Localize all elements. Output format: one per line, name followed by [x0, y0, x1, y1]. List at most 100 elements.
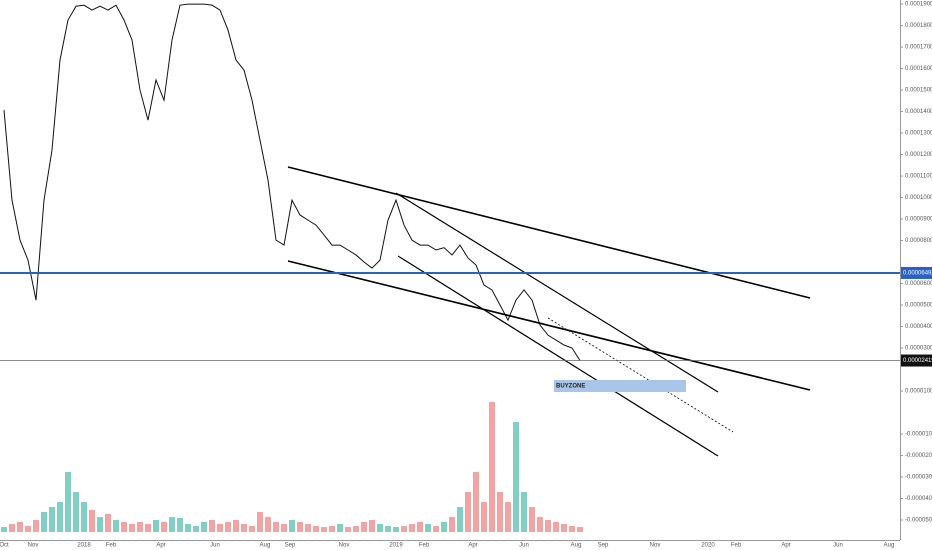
volume-bar	[553, 522, 559, 532]
volume-bar	[121, 522, 127, 532]
volume-bar	[265, 517, 271, 532]
x-tick-label: Sep	[285, 543, 296, 549]
volume-bar	[281, 524, 287, 532]
inner-channel-top	[395, 192, 719, 393]
x-tick-label: Feb	[731, 543, 742, 549]
x-tick-label: Oct	[0, 543, 9, 549]
y-tick-label: 0.00013000	[905, 131, 932, 137]
y-tick-label: 0.00018000	[905, 23, 932, 29]
volume-bar	[97, 517, 103, 532]
volume-bar	[129, 524, 135, 532]
volume-bar	[537, 517, 543, 532]
volume-bar	[433, 526, 439, 532]
volume-bar	[393, 527, 399, 532]
volume-bar	[137, 522, 143, 532]
channel-bottom	[287, 260, 811, 391]
y-tick-label: -0.00003000	[905, 475, 932, 481]
y-tick-label: 0.00016000	[905, 66, 932, 72]
volume-bar	[49, 507, 55, 532]
volume-bar	[145, 524, 151, 532]
volume-bar	[385, 526, 391, 532]
volume-bar	[193, 526, 199, 532]
projection	[547, 317, 734, 433]
volume-bar	[65, 472, 71, 532]
x-tick-label: 2020	[701, 543, 715, 549]
price-layer	[3, 3, 581, 361]
x-tick-label: Aug	[571, 543, 582, 549]
volume-bar	[257, 512, 263, 532]
trendlines	[287, 166, 811, 457]
volume-bar	[233, 520, 239, 532]
last-price-label: 0.00002419	[903, 358, 932, 364]
volume-bar	[569, 526, 575, 532]
y-tick-label: 0.00012000	[905, 152, 932, 158]
volume-bar	[409, 524, 415, 532]
channel-top	[287, 166, 811, 299]
volume-bar	[249, 526, 255, 532]
y-tick-label: 0.00003000	[905, 346, 932, 352]
volume-bar	[305, 524, 311, 532]
x-tick-label: 2018	[77, 543, 91, 549]
x-tick-label: Jun	[519, 543, 529, 549]
volume-bar	[185, 524, 191, 532]
y-tick-label: 0.00014000	[905, 109, 932, 115]
volume-bar	[425, 524, 431, 532]
x-tick-label: Nov	[650, 543, 661, 549]
volume-bar	[441, 522, 447, 532]
volume-bar	[337, 524, 343, 532]
y-tick-label: 0.00017000	[905, 45, 932, 51]
price-line	[3, 3, 581, 361]
volume-bar	[225, 522, 231, 532]
volume-bar	[321, 527, 327, 532]
volume-bar	[105, 514, 111, 532]
volume-bar	[81, 502, 87, 532]
x-tick-label: Nov	[28, 543, 39, 549]
x-tick-label: 2019	[389, 543, 403, 549]
volume-bar	[449, 517, 455, 532]
x-tick-label: Apr	[468, 543, 477, 549]
volume-bar	[201, 522, 207, 532]
volume-bar	[377, 524, 383, 532]
volume-bar	[57, 502, 63, 532]
volume-bar	[529, 507, 535, 532]
y-tick-label: 0.00015000	[905, 88, 932, 94]
x-tick-label: Nov	[339, 543, 350, 549]
volume-bar	[313, 526, 319, 532]
x-tick-label: Aug	[260, 543, 271, 549]
last-price-label-bg	[901, 354, 932, 367]
volume-bar	[33, 520, 39, 532]
y-tick-label: -0.00001000	[905, 432, 932, 438]
volume-bar	[521, 492, 527, 532]
y-tick-label: 0.00010000	[905, 195, 932, 201]
x-tick-label: Sep	[598, 543, 609, 549]
y-tick-label: 0.00005000	[905, 303, 932, 309]
y-tick-label: 0.00001000	[905, 389, 932, 395]
volume-layer	[1, 402, 583, 532]
x-tick-label: Apr	[781, 543, 790, 549]
x-tick-label: Feb	[106, 543, 117, 549]
volume-bar	[401, 526, 407, 532]
y-tick-label: 0.00009000	[905, 217, 932, 223]
volume-bar	[177, 518, 183, 532]
volume-bar	[329, 526, 335, 532]
y-tick-label: 0.00019000	[905, 2, 932, 8]
volume-bar	[1, 527, 7, 532]
volume-bar	[17, 522, 23, 532]
volume-bar	[153, 520, 159, 532]
volume-bar	[489, 402, 495, 532]
volume-bar	[545, 520, 551, 532]
volume-bar	[113, 520, 119, 532]
volume-bar	[209, 520, 215, 532]
volume-bar	[497, 492, 503, 532]
y-tick-label: -0.00002000	[905, 453, 932, 459]
y-tick-label: 0.00004000	[905, 324, 932, 330]
inner-channel-bottom	[397, 255, 719, 457]
volume-bar	[89, 510, 95, 532]
y-tick-label: -0.00004000	[905, 496, 932, 502]
volume-bar	[465, 492, 471, 532]
volume-bar	[353, 526, 359, 532]
volume-bar	[161, 522, 167, 532]
